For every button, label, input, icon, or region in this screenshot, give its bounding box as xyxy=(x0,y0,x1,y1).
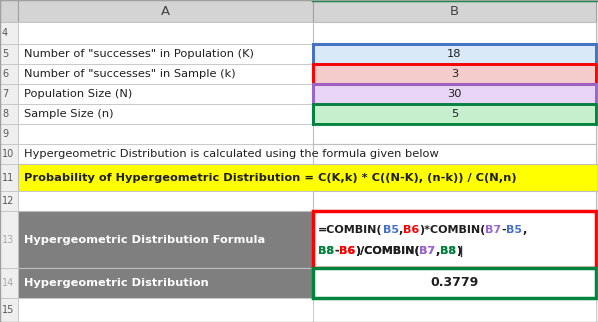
Bar xyxy=(313,64,596,84)
Text: 5: 5 xyxy=(451,109,458,119)
Bar xyxy=(313,124,596,144)
Bar xyxy=(0,144,18,164)
Text: Hypergeometric Distribution: Hypergeometric Distribution xyxy=(24,278,209,288)
Bar xyxy=(18,164,598,191)
Bar xyxy=(313,22,596,44)
Bar xyxy=(0,191,18,211)
Bar xyxy=(0,211,18,268)
Text: -: - xyxy=(334,246,338,256)
Text: 6: 6 xyxy=(2,69,8,79)
Text: 18: 18 xyxy=(447,49,462,59)
Bar xyxy=(18,84,313,104)
Text: B7: B7 xyxy=(420,246,435,256)
Text: 15: 15 xyxy=(2,305,14,315)
Text: B: B xyxy=(450,5,459,17)
Bar xyxy=(313,298,596,322)
Text: Hypergeometric Distribution is calculated using the formula given below: Hypergeometric Distribution is calculate… xyxy=(24,149,439,159)
Text: Number of "successes" in Sample (k): Number of "successes" in Sample (k) xyxy=(24,69,236,79)
Text: -: - xyxy=(334,246,338,256)
Text: Population Size (N): Population Size (N) xyxy=(24,89,132,99)
Bar xyxy=(18,104,313,124)
Text: B8: B8 xyxy=(318,246,334,256)
Text: ,: , xyxy=(435,246,440,256)
Bar xyxy=(18,191,313,211)
Text: B6: B6 xyxy=(402,225,419,235)
Text: Hypergeometric Distribution Formula: Hypergeometric Distribution Formula xyxy=(24,234,266,244)
Text: B8: B8 xyxy=(318,246,334,256)
Bar xyxy=(0,22,18,44)
Bar xyxy=(18,268,313,298)
Text: 7: 7 xyxy=(2,89,8,99)
Text: 3: 3 xyxy=(451,69,458,79)
Text: 9: 9 xyxy=(2,129,8,139)
Text: ): ) xyxy=(456,246,461,256)
Text: 0.3779: 0.3779 xyxy=(431,277,478,289)
Text: )/COMBIN(: )/COMBIN( xyxy=(355,246,420,256)
Bar xyxy=(313,191,596,211)
Bar xyxy=(0,124,18,144)
Bar xyxy=(313,84,596,104)
Text: B8: B8 xyxy=(440,246,456,256)
Bar xyxy=(0,44,18,64)
Text: ,: , xyxy=(398,225,402,235)
Bar xyxy=(0,64,18,84)
Text: 10: 10 xyxy=(2,149,14,159)
Bar xyxy=(18,22,313,44)
Text: B8: B8 xyxy=(440,246,456,256)
Bar xyxy=(0,268,18,298)
Bar xyxy=(0,164,18,191)
Text: )*COMBIN(: )*COMBIN( xyxy=(419,225,485,235)
Text: 30: 30 xyxy=(447,89,462,99)
Text: 12: 12 xyxy=(2,196,14,206)
Text: B5: B5 xyxy=(383,225,398,235)
Bar xyxy=(18,64,313,84)
Bar xyxy=(18,124,313,144)
Bar xyxy=(0,0,18,22)
Text: B7: B7 xyxy=(485,225,501,235)
Text: 5: 5 xyxy=(2,49,8,59)
Text: B7: B7 xyxy=(420,246,435,256)
Bar xyxy=(313,144,596,164)
Text: 4: 4 xyxy=(2,28,8,38)
Text: Probability of Hypergeometric Distribution = C(K,k) * C((N-K), (n-k)) / C(N,n): Probability of Hypergeometric Distributi… xyxy=(24,173,517,183)
Bar xyxy=(0,104,18,124)
Text: ,: , xyxy=(522,225,526,235)
Text: 13: 13 xyxy=(2,234,14,244)
Text: ): ) xyxy=(456,246,461,256)
Bar xyxy=(18,44,313,64)
Bar xyxy=(313,268,596,298)
Text: B5: B5 xyxy=(506,225,522,235)
Text: )/COMBIN(: )/COMBIN( xyxy=(355,246,420,256)
Text: ,: , xyxy=(435,246,440,256)
Text: =COMBIN(: =COMBIN( xyxy=(318,225,383,235)
Bar xyxy=(0,84,18,104)
Bar xyxy=(18,144,313,164)
Bar xyxy=(313,211,596,268)
Text: Number of "successes" in Population (K): Number of "successes" in Population (K) xyxy=(24,49,254,59)
Text: -: - xyxy=(501,225,506,235)
Text: Sample Size (n): Sample Size (n) xyxy=(24,109,114,119)
Text: 11: 11 xyxy=(2,173,14,183)
Bar xyxy=(313,104,596,124)
Text: B6: B6 xyxy=(338,246,355,256)
Text: 8: 8 xyxy=(2,109,8,119)
Bar xyxy=(18,0,313,22)
Text: A: A xyxy=(161,5,170,17)
Bar xyxy=(313,44,596,64)
Bar xyxy=(18,211,313,268)
Text: B6: B6 xyxy=(338,246,355,256)
Bar xyxy=(18,298,313,322)
Bar xyxy=(313,0,596,22)
Bar xyxy=(0,298,18,322)
Text: 14: 14 xyxy=(2,278,14,288)
